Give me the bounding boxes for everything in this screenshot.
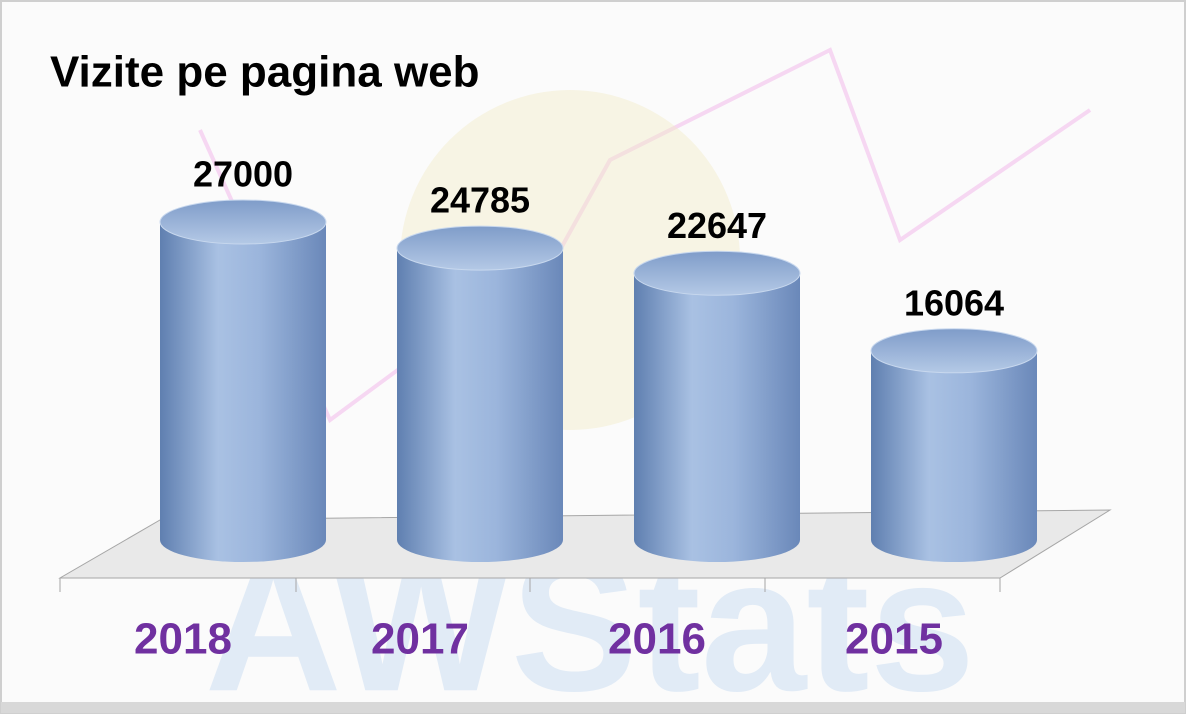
cylinder-top: [871, 329, 1037, 373]
cylinder-body: [634, 273, 800, 562]
category-label: 2015: [845, 615, 943, 664]
category-label: 2018: [134, 615, 232, 664]
data-label: 22647: [667, 205, 767, 246]
data-label: 24785: [430, 180, 530, 221]
chart-title: Vizite pe pagina web: [50, 48, 480, 97]
cylinder-body: [871, 351, 1037, 562]
data-label: 16064: [904, 282, 1004, 323]
cylinder-body: [160, 222, 326, 562]
chart: AWStats Vizite pe pagina web 27000201824…: [0, 0, 1186, 714]
cylinder-body: [397, 248, 563, 562]
cylinder-top: [397, 226, 563, 270]
data-label: 27000: [193, 154, 293, 195]
cylinder-top: [634, 251, 800, 295]
category-label: 2016: [608, 615, 706, 664]
category-label: 2017: [371, 615, 469, 664]
cylinder-top: [160, 200, 326, 244]
